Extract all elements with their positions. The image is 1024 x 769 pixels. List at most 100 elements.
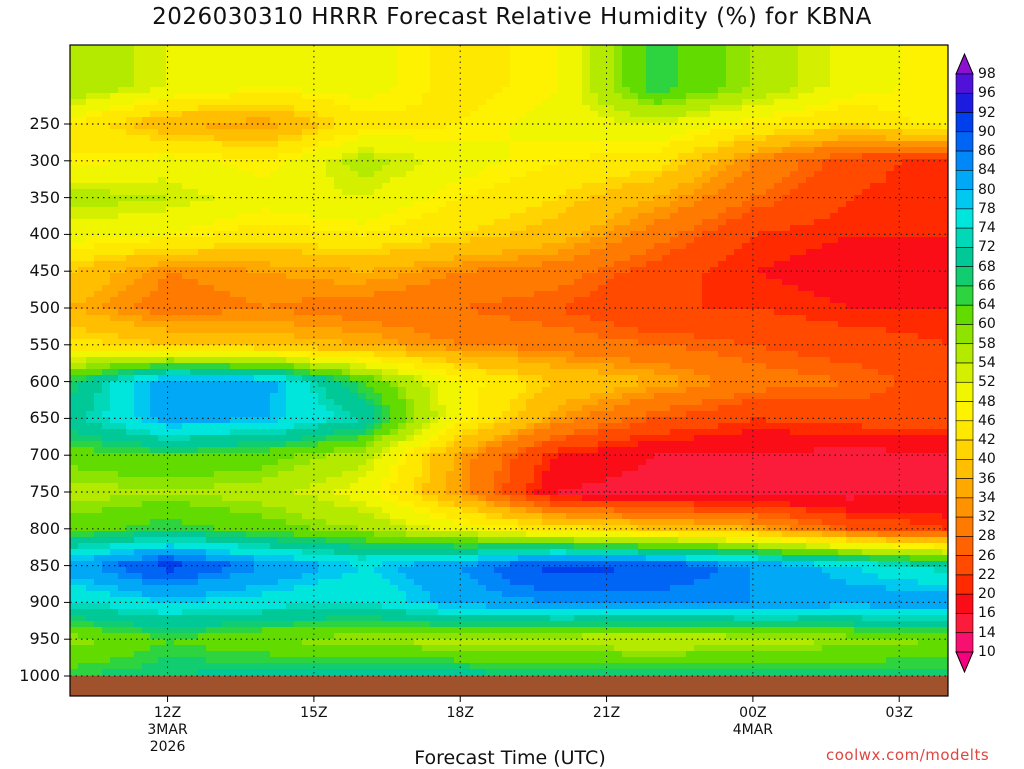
rh-cell	[654, 111, 663, 118]
rh-cell	[702, 237, 711, 244]
rh-cell	[326, 255, 335, 262]
rh-cell	[78, 81, 87, 88]
rh-cell	[414, 129, 423, 136]
rh-cell	[454, 99, 463, 106]
rh-cell	[246, 117, 255, 124]
rh-cell	[494, 147, 503, 154]
rh-cell	[814, 243, 823, 250]
rh-cell	[398, 117, 407, 124]
rh-cell	[726, 237, 735, 244]
rh-cell	[70, 303, 79, 310]
rh-cell	[414, 315, 423, 322]
rh-cell	[558, 147, 567, 154]
rh-cell	[798, 45, 807, 52]
rh-cell	[374, 183, 383, 190]
rh-cell	[214, 75, 223, 82]
rh-cell	[86, 105, 95, 112]
rh-cell	[126, 219, 135, 226]
rh-cell	[734, 195, 743, 202]
rh-cell	[670, 123, 679, 130]
rh-cell	[838, 291, 847, 298]
rh-cell	[294, 261, 303, 268]
rh-cell	[686, 57, 695, 64]
rh-cell	[558, 273, 567, 280]
rh-cell	[886, 291, 895, 298]
rh-cell	[742, 237, 751, 244]
rh-cell	[198, 243, 207, 250]
rh-cell	[638, 201, 647, 208]
rh-cell	[206, 255, 215, 262]
rh-cell	[94, 273, 103, 280]
rh-cell	[638, 183, 647, 190]
rh-cell	[486, 249, 495, 256]
rh-cell	[134, 189, 143, 196]
rh-cell	[502, 135, 511, 142]
rh-cell	[358, 195, 367, 202]
rh-cell	[366, 51, 375, 58]
rh-cell	[702, 45, 711, 52]
rh-cell	[486, 279, 495, 286]
rh-cell	[94, 261, 103, 268]
rh-cell	[702, 189, 711, 196]
rh-cell	[102, 285, 111, 292]
rh-cell	[294, 159, 303, 166]
rh-cell	[606, 69, 615, 76]
rh-cell	[686, 135, 695, 142]
rh-cell	[70, 75, 79, 82]
rh-cell	[590, 177, 599, 184]
rh-cell	[238, 159, 247, 166]
rh-cell	[166, 171, 175, 178]
rh-cell	[838, 99, 847, 106]
rh-cell	[942, 249, 948, 256]
rh-cell	[462, 201, 471, 208]
rh-cell	[614, 273, 623, 280]
rh-cell	[870, 249, 879, 256]
rh-cell	[118, 153, 127, 160]
rh-cell	[422, 153, 431, 160]
rh-cell	[894, 165, 903, 172]
rh-cell	[630, 183, 639, 190]
rh-cell	[574, 105, 583, 112]
rh-cell	[286, 165, 295, 172]
rh-cell	[902, 153, 911, 160]
rh-cell	[854, 303, 863, 310]
rh-cell	[686, 261, 695, 268]
rh-cell	[198, 267, 207, 274]
rh-cell	[166, 255, 175, 262]
rh-cell	[294, 273, 303, 280]
rh-cell	[710, 273, 719, 280]
rh-cell	[406, 159, 415, 166]
rh-cell	[870, 171, 879, 178]
rh-cell	[830, 117, 839, 124]
rh-cell	[630, 135, 639, 142]
rh-cell	[854, 153, 863, 160]
rh-cell	[190, 141, 199, 148]
rh-cell	[254, 45, 263, 52]
rh-cell	[854, 51, 863, 58]
rh-cell	[934, 123, 943, 130]
rh-cell	[70, 87, 79, 94]
rh-cell	[702, 99, 711, 106]
rh-cell	[214, 225, 223, 232]
rh-cell	[102, 81, 111, 88]
rh-cell	[550, 135, 559, 142]
rh-cell	[302, 75, 311, 82]
rh-cell	[830, 231, 839, 238]
rh-cell	[86, 147, 95, 154]
rh-cell	[702, 273, 711, 280]
rh-cell	[598, 237, 607, 244]
rh-cell	[478, 261, 487, 268]
rh-cell	[550, 273, 559, 280]
rh-cell	[390, 105, 399, 112]
rh-cell	[406, 117, 415, 124]
rh-cell	[910, 261, 919, 268]
rh-cell	[726, 45, 735, 52]
rh-cell	[918, 111, 927, 118]
rh-cell	[662, 81, 671, 88]
rh-cell	[486, 75, 495, 82]
rh-cell	[838, 243, 847, 250]
rh-cell	[246, 303, 255, 310]
rh-cell	[934, 63, 943, 70]
rh-cell	[814, 159, 823, 166]
rh-cell	[774, 111, 783, 118]
